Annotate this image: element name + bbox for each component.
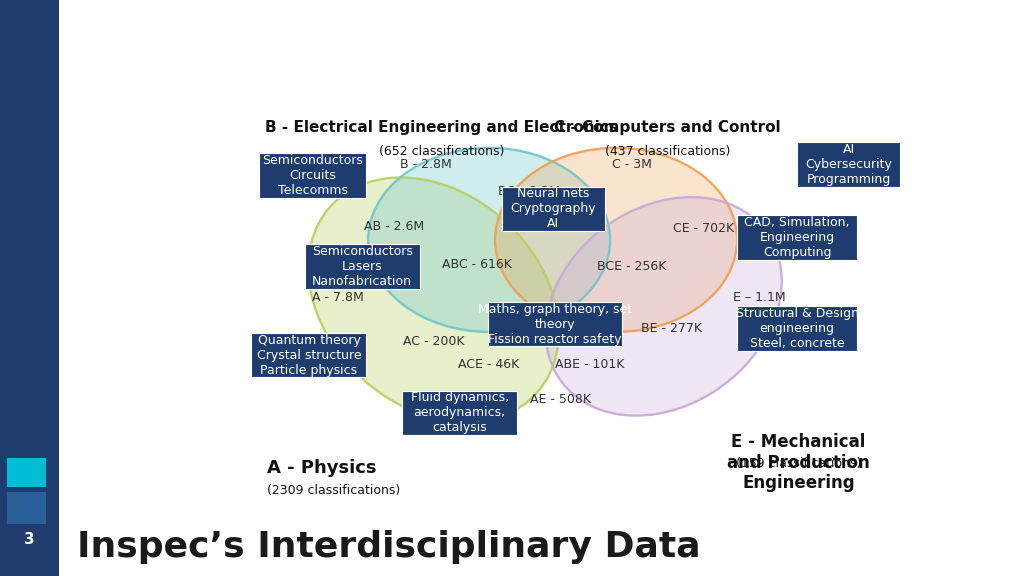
FancyBboxPatch shape [259, 153, 367, 198]
FancyBboxPatch shape [502, 187, 605, 231]
FancyBboxPatch shape [797, 142, 900, 187]
Text: E - Mechanical
and Production
Engineering: E - Mechanical and Production Engineerin… [727, 433, 870, 492]
FancyBboxPatch shape [488, 302, 622, 346]
Text: ABCE - 111K: ABCE - 111K [498, 309, 575, 322]
Text: ABC - 616K: ABC - 616K [442, 258, 512, 271]
Ellipse shape [368, 148, 610, 332]
Text: (159 classifications): (159 classifications) [736, 457, 861, 470]
Text: AI
Cybersecurity
Programming: AI Cybersecurity Programming [805, 143, 892, 186]
Text: Quantum theory
Crystal structure
Particle physics: Quantum theory Crystal structure Particl… [257, 334, 361, 377]
FancyBboxPatch shape [402, 391, 517, 435]
Text: C - 3M: C - 3M [612, 158, 652, 171]
Text: ABE - 101K: ABE - 101K [555, 358, 625, 370]
Text: A - 7.8M: A - 7.8M [312, 291, 365, 304]
Text: E – 1.1M: E – 1.1M [732, 291, 785, 304]
Text: AE - 508K: AE - 508K [530, 393, 591, 406]
FancyBboxPatch shape [737, 306, 856, 351]
Text: Semiconductors
Circuits
Telecomms: Semiconductors Circuits Telecomms [262, 154, 364, 197]
Text: BE - 277K: BE - 277K [641, 322, 702, 335]
Text: 3: 3 [25, 532, 35, 547]
Ellipse shape [546, 197, 781, 416]
Text: CAD, Simulation,
Engineering
Computing: CAD, Simulation, Engineering Computing [744, 216, 850, 259]
Text: (652 classifications): (652 classifications) [379, 145, 504, 157]
Text: B - Electrical Engineering and Electronics: B - Electrical Engineering and Electroni… [265, 120, 617, 135]
Ellipse shape [308, 177, 559, 422]
Text: BC – 2.2M: BC – 2.2M [498, 184, 560, 198]
FancyBboxPatch shape [252, 333, 367, 377]
Text: Maths, graph theory, set
theory
Fission reactor safety: Maths, graph theory, set theory Fission … [478, 302, 632, 346]
FancyBboxPatch shape [737, 215, 856, 260]
FancyBboxPatch shape [304, 244, 420, 289]
Text: (2309 classifications): (2309 classifications) [267, 484, 400, 497]
Ellipse shape [495, 148, 737, 332]
Text: B - 2.8M: B - 2.8M [399, 158, 452, 171]
Text: Inspec’s Interdisciplinary Data: Inspec’s Interdisciplinary Data [77, 530, 700, 564]
Text: AB - 2.6M: AB - 2.6M [364, 220, 424, 233]
Text: ACE - 46K: ACE - 46K [459, 358, 520, 370]
Text: C - Computers and Control: C - Computers and Control [554, 120, 781, 135]
Text: Structural & Design
engineering
Steel, concrete: Structural & Design engineering Steel, c… [735, 307, 858, 350]
Text: Fluid dynamics,
aerodynamics,
catalysis: Fluid dynamics, aerodynamics, catalysis [411, 391, 509, 434]
Text: (437 classifications): (437 classifications) [605, 145, 730, 157]
Text: BCE - 256K: BCE - 256K [597, 260, 667, 273]
Text: A - Physics: A - Physics [267, 460, 377, 478]
Text: Neural nets
Cryptography
AI: Neural nets Cryptography AI [511, 187, 596, 230]
Text: Semiconductors
Lasers
Nanofabrication: Semiconductors Lasers Nanofabrication [311, 245, 413, 288]
Text: AC - 200K: AC - 200K [402, 335, 464, 348]
Text: CE - 702K: CE - 702K [673, 222, 734, 235]
